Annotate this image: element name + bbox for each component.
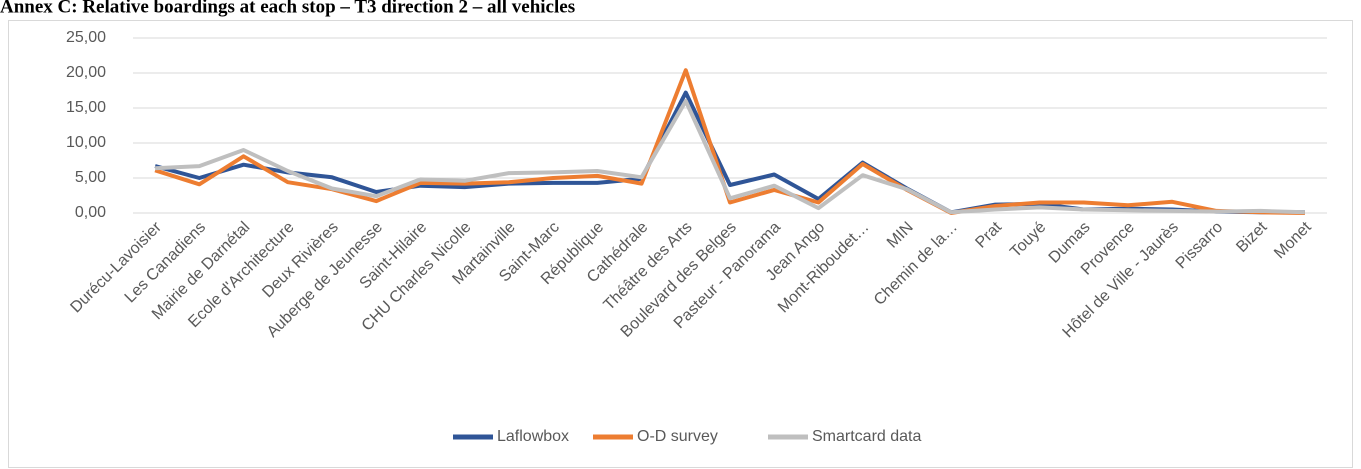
chart-frame (8, 20, 1353, 468)
y-tick-label: 15,00 (66, 99, 106, 116)
legend-label: Laflowbox (497, 428, 569, 445)
y-tick-label: 5,00 (75, 169, 106, 186)
legend-label: Smartcard data (812, 428, 921, 445)
y-tick-label: 10,00 (66, 134, 106, 151)
series-line (154, 68, 1305, 215)
y-tick-label: 25,00 (66, 29, 106, 46)
y-tick-label: 0,00 (75, 204, 106, 221)
series-line (155, 99, 1305, 215)
chart-title: Annex C: Relative boardings at each stop… (0, 0, 575, 17)
y-tick-label: 20,00 (66, 64, 106, 81)
legend-label: O-D survey (637, 428, 718, 445)
